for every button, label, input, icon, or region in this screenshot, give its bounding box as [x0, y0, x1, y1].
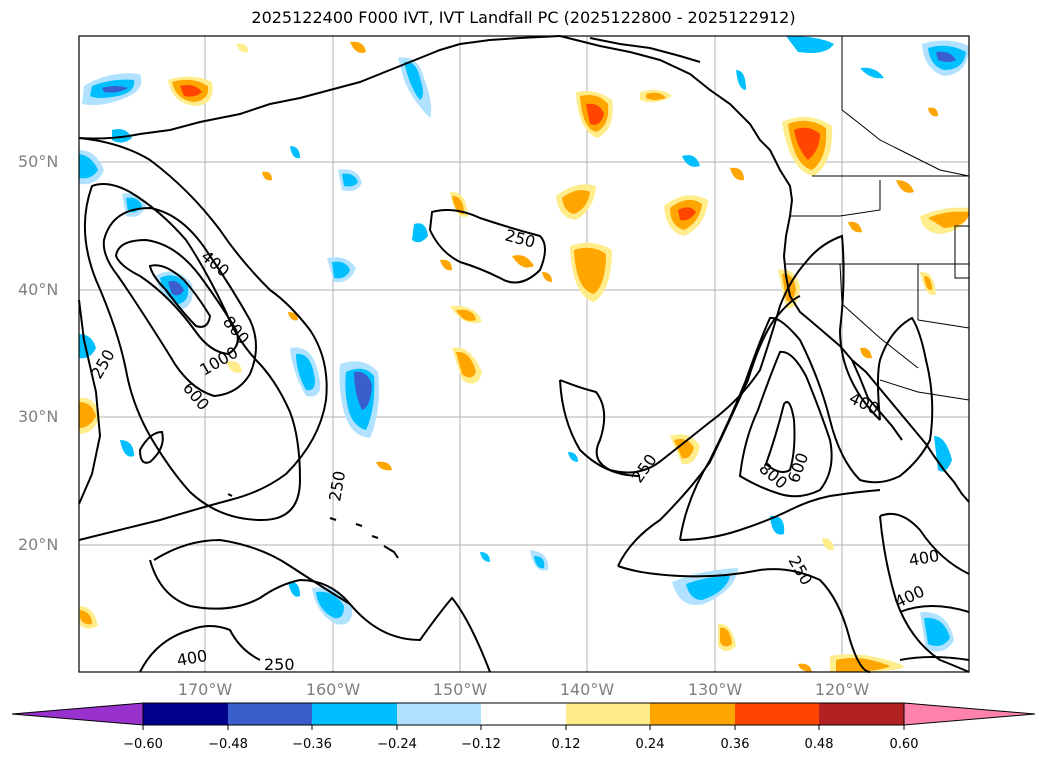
- patch-neg: [290, 146, 300, 159]
- contour-1000: [148, 264, 212, 328]
- patch-pos: [896, 180, 914, 193]
- ivt-contours: [78, 137, 970, 673]
- patch-pos: [350, 41, 366, 53]
- colorbar-tick-label: 0.48: [804, 737, 834, 752]
- contour-250: [617, 565, 871, 673]
- colorbar-bin: [312, 703, 397, 725]
- lat-label: 50°N: [18, 152, 59, 171]
- colorbar-tick-label: −0.60: [123, 737, 163, 752]
- plot-area: 250 400 800 1000 600 250 250 250 400 800…: [78, 35, 970, 674]
- contour-250: [428, 209, 546, 284]
- patch-pos: [860, 347, 872, 359]
- contour-250: [149, 559, 491, 673]
- patch-pos: [822, 538, 834, 551]
- patch-pos: [236, 43, 248, 53]
- colorbar-bin: [143, 703, 228, 725]
- contour-250: [559, 379, 641, 477]
- contour-250-small: [138, 430, 164, 464]
- colorbar-tick-label: −0.12: [461, 737, 501, 752]
- colorbar-tick-label: −0.36: [292, 737, 332, 752]
- patch-pos: [376, 461, 392, 471]
- contour-400: [83, 183, 302, 522]
- lat-label: 20°N: [18, 535, 59, 554]
- colorbar-tick-label: 0.12: [551, 737, 581, 752]
- colorbar-bin: [481, 703, 566, 725]
- patch-pos: [730, 167, 744, 181]
- patch-pos: [848, 221, 862, 233]
- contour-800: [764, 401, 796, 473]
- colorbar: [11, 702, 1036, 730]
- patch-pos: [262, 171, 272, 181]
- patch-pos: [798, 663, 812, 672]
- lat-label: 30°N: [18, 407, 59, 426]
- patch-neg: [112, 129, 132, 143]
- contour-250: [78, 137, 328, 541]
- patch-neg: [480, 552, 490, 562]
- contour-400: [679, 316, 934, 541]
- contour-600: [738, 350, 833, 498]
- colorbar-tick-label: 0.24: [635, 737, 665, 752]
- contour-250: [153, 538, 351, 605]
- colorbar-bin: [735, 703, 819, 725]
- contour-400: [899, 605, 970, 613]
- lat-label: 40°N: [18, 280, 59, 299]
- lon-label: 130°W: [687, 680, 743, 699]
- map-title: 2025122400 F000 IVT, IVT Landfall PC (20…: [251, 8, 796, 27]
- contour-800: [114, 238, 239, 356]
- contour-250: [78, 299, 102, 505]
- patch-neg: [786, 36, 834, 53]
- contour-400: [679, 489, 881, 541]
- patch-pos: [512, 255, 534, 268]
- contour-250: [899, 656, 970, 661]
- colorbar-bin: [397, 703, 481, 725]
- lon-label: 120°W: [814, 680, 870, 699]
- patch-neg: [860, 67, 884, 79]
- colorbar-extend-left: [11, 702, 144, 726]
- patch-pos: [226, 361, 242, 373]
- colorbar-frame: [142, 702, 905, 726]
- patch-neg: [568, 452, 578, 462]
- colorbar-tick-label: −0.24: [377, 737, 417, 752]
- lon-label: 140°W: [559, 680, 615, 699]
- patch-pos: [440, 259, 452, 271]
- colorbar-tick-label: −0.48: [208, 737, 248, 752]
- plot-frame: [78, 35, 970, 673]
- positive-anomaly-patches: [79, 41, 969, 672]
- colorbar-bin: [650, 703, 735, 725]
- lon-label: 170°W: [177, 680, 233, 699]
- patch-neg: [120, 440, 134, 457]
- colorbar-bin: [819, 703, 904, 725]
- lon-label: 150°W: [432, 680, 488, 699]
- lon-label: 160°W: [305, 680, 361, 699]
- patch-pos: [542, 272, 552, 282]
- patch-neg: [412, 223, 428, 243]
- patch-neg: [736, 70, 746, 90]
- patch-neg: [288, 581, 300, 597]
- colorbar-tick-label: 0.60: [889, 737, 919, 752]
- contour-400: [879, 512, 970, 575]
- contour-label: 250: [264, 655, 295, 674]
- coastlines: [78, 35, 970, 559]
- contour-400: [139, 625, 261, 673]
- patch-neg: [770, 515, 785, 535]
- contour-400: [879, 515, 970, 673]
- contour-250: [559, 234, 881, 474]
- contour-600: [102, 206, 257, 398]
- colorbar-tick-label: 0.36: [720, 737, 750, 752]
- patch-neg: [682, 155, 700, 167]
- colorbar-extend-right: [903, 702, 1036, 726]
- patch-pos: [928, 107, 938, 117]
- colorbar-bin: [566, 703, 650, 725]
- colorbar-bin: [228, 703, 312, 725]
- political-borders: [786, 36, 970, 401]
